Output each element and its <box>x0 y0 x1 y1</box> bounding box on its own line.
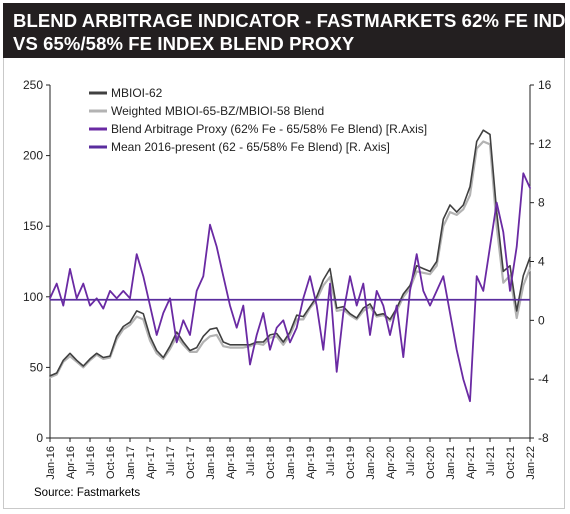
x-tick-label: Jul-20 <box>405 446 417 476</box>
source-note: Source: Fastmarkets <box>34 487 141 499</box>
left-tick-label: 0 <box>36 431 43 445</box>
right-tick-label: 12 <box>538 137 552 151</box>
left-tick-label: 100 <box>23 290 43 304</box>
axes-layer: 0 50 100 150 200 250 -8 -4 0 4 8 12 16 Jan-16 Apr-16 Ju… <box>23 78 552 480</box>
right-tick-label: 0 <box>538 313 545 327</box>
x-tick-label: Jul-16 <box>85 446 97 476</box>
x-tick-label: Apr-17 <box>145 446 157 479</box>
x-tick-label: Oct-18 <box>265 446 277 479</box>
left-tick-label: 150 <box>23 219 43 233</box>
chart-title-line-2: VS 65%/58% FE INDEX BLEND PROXY <box>13 33 355 54</box>
x-tick-label: Oct-21 <box>505 446 517 479</box>
x-tick-label: Apr-18 <box>225 446 237 479</box>
x-tick-label: Jan-22 <box>525 446 537 480</box>
x-tick-label: Jan-16 <box>45 446 57 480</box>
legend-item-weighted-blend-label: Weighted MBIOI-65-BZ/MBIOI-58 Blend <box>111 104 324 118</box>
right-tick-label: -8 <box>538 431 549 445</box>
right-tick-label: 4 <box>538 255 545 269</box>
chart-title-line-1: BLEND ARBITRAGE INDICATOR - FASTMARKETS … <box>13 10 570 31</box>
right-tick-label: -4 <box>538 372 549 386</box>
x-tick-label: Apr-16 <box>65 446 77 479</box>
x-tick-label: Apr-21 <box>465 446 477 479</box>
x-tick-label: Jul-17 <box>165 446 177 476</box>
x-tick-label: Jul-21 <box>485 446 497 476</box>
right-tick-label: 8 <box>538 196 545 210</box>
x-tick-label: Jul-18 <box>245 446 257 476</box>
x-tick-label: Jan-19 <box>285 446 297 480</box>
series-weighted-blend <box>48 140 532 379</box>
legend-item-mbioi-62-label: MBIOI-62 <box>111 86 163 100</box>
x-tick-label: Jan-20 <box>365 446 377 480</box>
right-tick-label: 16 <box>538 78 552 92</box>
x-tick-label: Apr-19 <box>305 446 317 479</box>
x-tick-label: Jan-21 <box>445 446 457 480</box>
left-tick-label: 50 <box>30 360 44 374</box>
x-tick-label: Apr-20 <box>385 446 397 479</box>
left-tick-label: 250 <box>23 78 43 92</box>
legend-item-arbitrage-proxy-label: Blend Arbitrage Proxy (62% Fe - 65/58% F… <box>111 122 427 136</box>
series-layer <box>48 129 532 403</box>
x-tick-label: Jan-18 <box>205 446 217 480</box>
x-tick-label: Oct-16 <box>105 446 117 479</box>
x-tick-label: Oct-20 <box>425 446 437 479</box>
legend-item-mean-label: Mean 2016-present (62 - 65/58% Fe Blend)… <box>111 140 390 154</box>
legend-layer: MBIOI-62 Weighted MBIOI-65-BZ/MBIOI-58 Bl… <box>89 86 427 154</box>
x-tick-label: Jan-17 <box>125 446 137 480</box>
title-bar: BLEND ARBITRAGE INDICATOR - FASTMARKETS … <box>3 3 570 58</box>
chart-frame <box>3 3 565 509</box>
left-tick-label: 200 <box>23 149 43 163</box>
series-blend-arbitrage-proxy <box>49 172 531 403</box>
series-mbioi-62 <box>49 129 531 377</box>
x-tick-label: Jul-19 <box>325 446 337 476</box>
x-tick-label: Oct-19 <box>345 446 357 479</box>
x-tick-label: Oct-17 <box>185 446 197 479</box>
